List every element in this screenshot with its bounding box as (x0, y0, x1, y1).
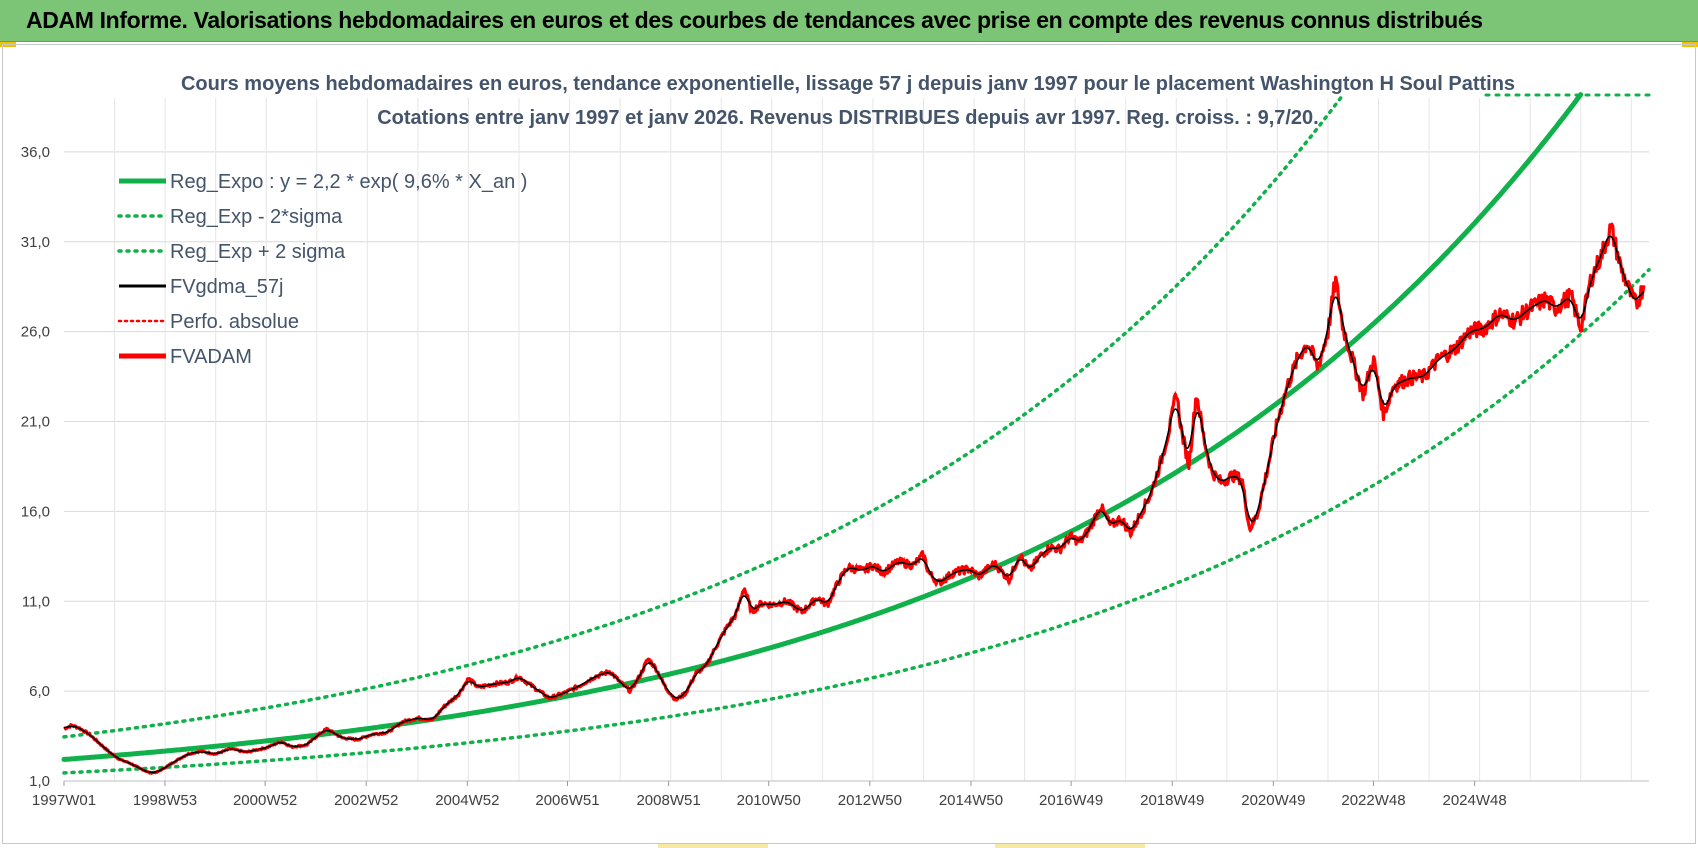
chart-subtitle: Cotations entre janv 1997 et janv 2026. … (377, 107, 1319, 129)
legend-label: FVgdma_57j (170, 276, 283, 298)
x-tick-label: 1997W01 (32, 792, 96, 809)
report-title: ADAM Informe. Valorisations hebdomadaire… (26, 7, 1483, 33)
bottom-marker-left (658, 844, 768, 848)
chart-title: Cours moyens hebdomadaires en euros, ten… (181, 73, 1515, 95)
y-tick-label: 21,0 (21, 414, 50, 431)
series (61, 92, 1651, 775)
series-reg-exp-plus-2sigma (62, 92, 1345, 739)
x-tick-label: 2016W49 (1039, 792, 1103, 809)
legend-label: Reg_Exp - 2*sigma (170, 206, 343, 228)
x-tick-label: 2018W49 (1140, 792, 1204, 809)
report-header: ADAM Informe. Valorisations hebdomadaire… (0, 0, 1698, 42)
x-tick-label: 2014W50 (939, 792, 1003, 809)
legend-label: FVADAM (170, 346, 252, 368)
y-tick-label: 1,0 (29, 773, 50, 790)
legend: Reg_Expo : y = 2,2 * exp( 9,6% * X_an ) R… (117, 171, 527, 368)
x-tick-label: 1998W53 (133, 792, 197, 809)
series-fvgdma-57j (63, 235, 1645, 774)
y-tick-label: 16,0 (21, 503, 50, 520)
chart-frame (2, 44, 1696, 844)
x-tick-label: 2020W49 (1241, 792, 1305, 809)
legend-label: Perfo. absolue (170, 311, 299, 333)
y-tick-label: 26,0 (21, 324, 50, 341)
series-fvadam (63, 222, 1646, 775)
y-tick-label: 36,0 (21, 144, 50, 161)
y-tick-label: 11,0 (22, 593, 50, 610)
x-tick-label: 2004W52 (435, 792, 499, 809)
legend-label: Reg_Exp + 2 sigma (170, 241, 346, 263)
x-tick-label: 2008W51 (636, 792, 700, 809)
bottom-marker-right (995, 844, 1145, 848)
y-axis-ticks: 1,0 6,0 11,0 16,0 21,0 26,0 31,0 36,0 (21, 144, 50, 790)
x-axis-ticks: 1997W01 1998W53 2000W52 2002W52 2004W52 2006W… (32, 781, 1507, 809)
x-tick-label: 2002W52 (334, 792, 398, 809)
series-reg-exp-minus-2sigma (62, 267, 1651, 775)
y-tick-label: 6,0 (29, 683, 50, 700)
x-tick-label: 2022W48 (1341, 792, 1405, 809)
legend-label: Reg_Expo : y = 2,2 * exp( 9,6% * X_an ) (170, 171, 527, 193)
x-tick-label: 2012W50 (838, 792, 902, 809)
grid (64, 98, 1649, 782)
x-tick-label: 2010W50 (737, 792, 801, 809)
y-tick-label: 31,0 (21, 234, 50, 251)
x-tick-label: 2006W51 (535, 792, 599, 809)
x-tick-label: 2024W48 (1443, 792, 1507, 809)
x-tick-label: 2000W52 (233, 792, 297, 809)
